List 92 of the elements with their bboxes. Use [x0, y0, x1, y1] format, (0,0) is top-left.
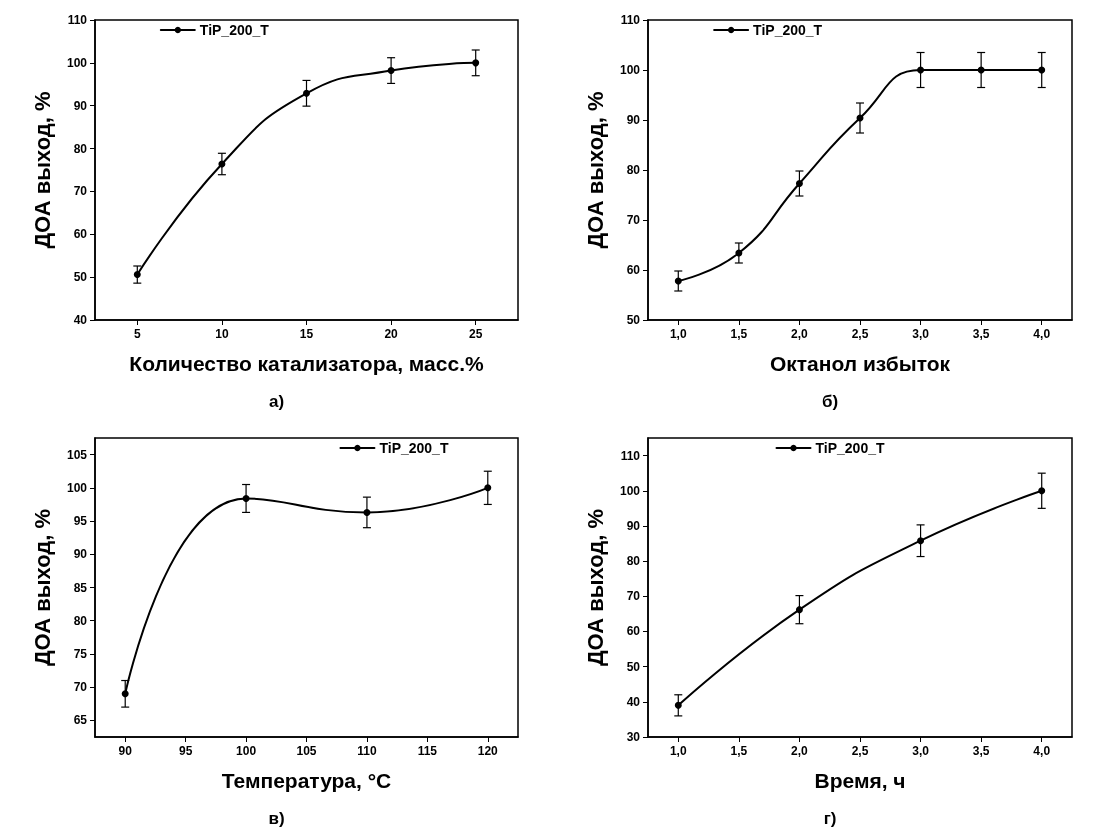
y-tick-label: 90 [73, 98, 88, 113]
y-tick-label: 80 [626, 163, 641, 177]
x-tick-label: 3,0 [912, 744, 930, 758]
point [917, 66, 925, 74]
text: в) [267, 809, 286, 829]
y-tick-label: 65 [73, 713, 88, 728]
x-axis-title: Температура, °C [221, 769, 392, 792]
text: а) [267, 392, 286, 412]
x-tick-label: 20 [384, 327, 399, 341]
y-tick-label: 80 [626, 554, 641, 569]
y-tick-label: 70 [626, 589, 641, 604]
point [121, 690, 129, 698]
y-axis-title: ДОА выход, % [582, 91, 608, 249]
y-tick-label: 105 [66, 447, 88, 462]
y-tick-label: 70 [73, 184, 88, 199]
y-tick-label: 60 [626, 624, 641, 639]
x-tick-label: 115 [417, 744, 438, 758]
x-axis-title: Октанол избыток [769, 352, 951, 375]
legend-label: TiP_200_T [199, 22, 270, 38]
x-tick-label: 5 [133, 327, 141, 341]
y-tick-label: 110 [620, 13, 641, 27]
x-tick-label: 90 [118, 744, 133, 758]
point [917, 537, 925, 545]
point [387, 67, 395, 75]
point [363, 508, 371, 516]
text: г) [822, 809, 838, 829]
x-tick-label: 2,5 [851, 744, 869, 758]
x-tick-label: 2,5 [851, 327, 869, 341]
x-tick-label: 1,5 [730, 744, 748, 758]
x-tick-label: 100 [236, 744, 257, 758]
y-tick-label: 50 [626, 659, 641, 674]
point [303, 89, 310, 97]
y-tick-label: 110 [67, 13, 88, 27]
y-tick-label: 100 [619, 483, 641, 498]
point [674, 277, 682, 285]
y-tick-label: 70 [73, 680, 88, 695]
x-tick-label: 4,0 [1033, 744, 1051, 758]
y-axis-title: ДОА выход, % [29, 91, 55, 249]
y-tick-label: 70 [626, 213, 641, 227]
x-tick-label: 15 [299, 327, 314, 341]
x-tick-label: 1,0 [669, 744, 687, 758]
point [795, 606, 803, 614]
x-tick-label: 3,0 [912, 327, 930, 341]
y-tick-label: 75 [73, 646, 88, 661]
point [795, 180, 803, 187]
y-tick-label: 85 [73, 580, 88, 595]
text: б) [820, 392, 840, 412]
x-tick-label: 110 [357, 744, 377, 758]
point [484, 484, 492, 492]
x-tick-label: 2,0 [791, 744, 809, 758]
x-tick-label: 1,5 [730, 327, 748, 341]
x-tick-label: 3,5 [972, 744, 990, 758]
point [472, 59, 480, 67]
y-tick-label: 90 [73, 547, 88, 562]
legend-label: TiP_200_T [379, 440, 449, 456]
x-tick-label: 3,5 [972, 327, 990, 341]
x-axis-title: Количество катализатора, масс.% [129, 352, 484, 375]
x-tick-label: 1,0 [669, 327, 687, 341]
y-tick-label: 50 [626, 313, 641, 327]
y-tick-label: 40 [626, 694, 641, 709]
point [133, 271, 141, 279]
y-axis-title: ДОА выход, % [582, 508, 608, 667]
legend-label: TiP_200_T [753, 22, 823, 38]
point [674, 701, 682, 709]
y-tick-label: 100 [66, 480, 88, 495]
x-tick-label: 10 [215, 327, 229, 341]
y-tick-label: 100 [66, 55, 88, 70]
y-tick-label: 80 [73, 141, 88, 156]
x-tick-label: 105 [296, 744, 317, 758]
x-tick-label: 25 [469, 327, 483, 341]
y-tick-label: 60 [626, 263, 641, 277]
y-tick-label: 90 [626, 518, 641, 533]
point [242, 494, 250, 502]
y-tick-label: 50 [73, 270, 88, 285]
legend-label: TiP_200_T [815, 440, 885, 456]
point [1038, 487, 1046, 495]
x-tick-label: 4,0 [1033, 327, 1051, 341]
y-tick-label: 100 [619, 63, 641, 77]
y-tick-label: 110 [620, 448, 641, 463]
y-tick-label: 80 [73, 613, 88, 628]
x-axis-title: Время, ч [814, 769, 906, 792]
y-tick-label: 60 [73, 227, 88, 242]
y-tick-label: 30 [626, 730, 641, 744]
x-tick-label: 95 [178, 744, 193, 758]
y-tick-label: 40 [73, 313, 88, 327]
point [735, 249, 743, 257]
point [1038, 66, 1046, 74]
y-axis-title: ДОА выход, % [29, 508, 55, 667]
x-tick-label: 2,0 [791, 327, 809, 341]
y-tick-label: 95 [73, 514, 88, 529]
y-tick-label: 90 [626, 113, 641, 127]
x-tick-label: 120 [477, 744, 499, 758]
